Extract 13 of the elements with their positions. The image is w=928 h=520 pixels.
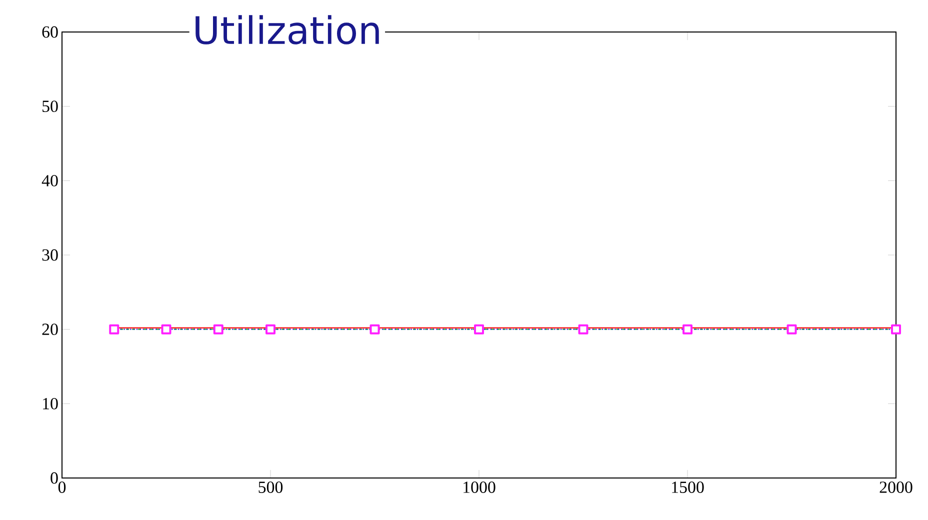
x-tick-label: 1000 xyxy=(464,482,496,493)
y-tick-label: 10 xyxy=(43,398,58,410)
y-tick-label: 0 xyxy=(50,472,58,484)
x-tick-label: 0 xyxy=(58,482,66,493)
y-tick-label: 40 xyxy=(42,174,58,186)
x-tick-label: 2000 xyxy=(880,482,912,493)
y-tick-label: 30 xyxy=(42,249,58,261)
x-tick-label: 500 xyxy=(258,482,283,493)
y-tick-label: 20 xyxy=(42,324,58,336)
y-tick-label: 50 xyxy=(42,100,58,112)
y-tick-label: 60 xyxy=(42,26,58,38)
x-tick-label: 1500 xyxy=(672,482,704,493)
chart-title: Utilization xyxy=(196,15,379,44)
